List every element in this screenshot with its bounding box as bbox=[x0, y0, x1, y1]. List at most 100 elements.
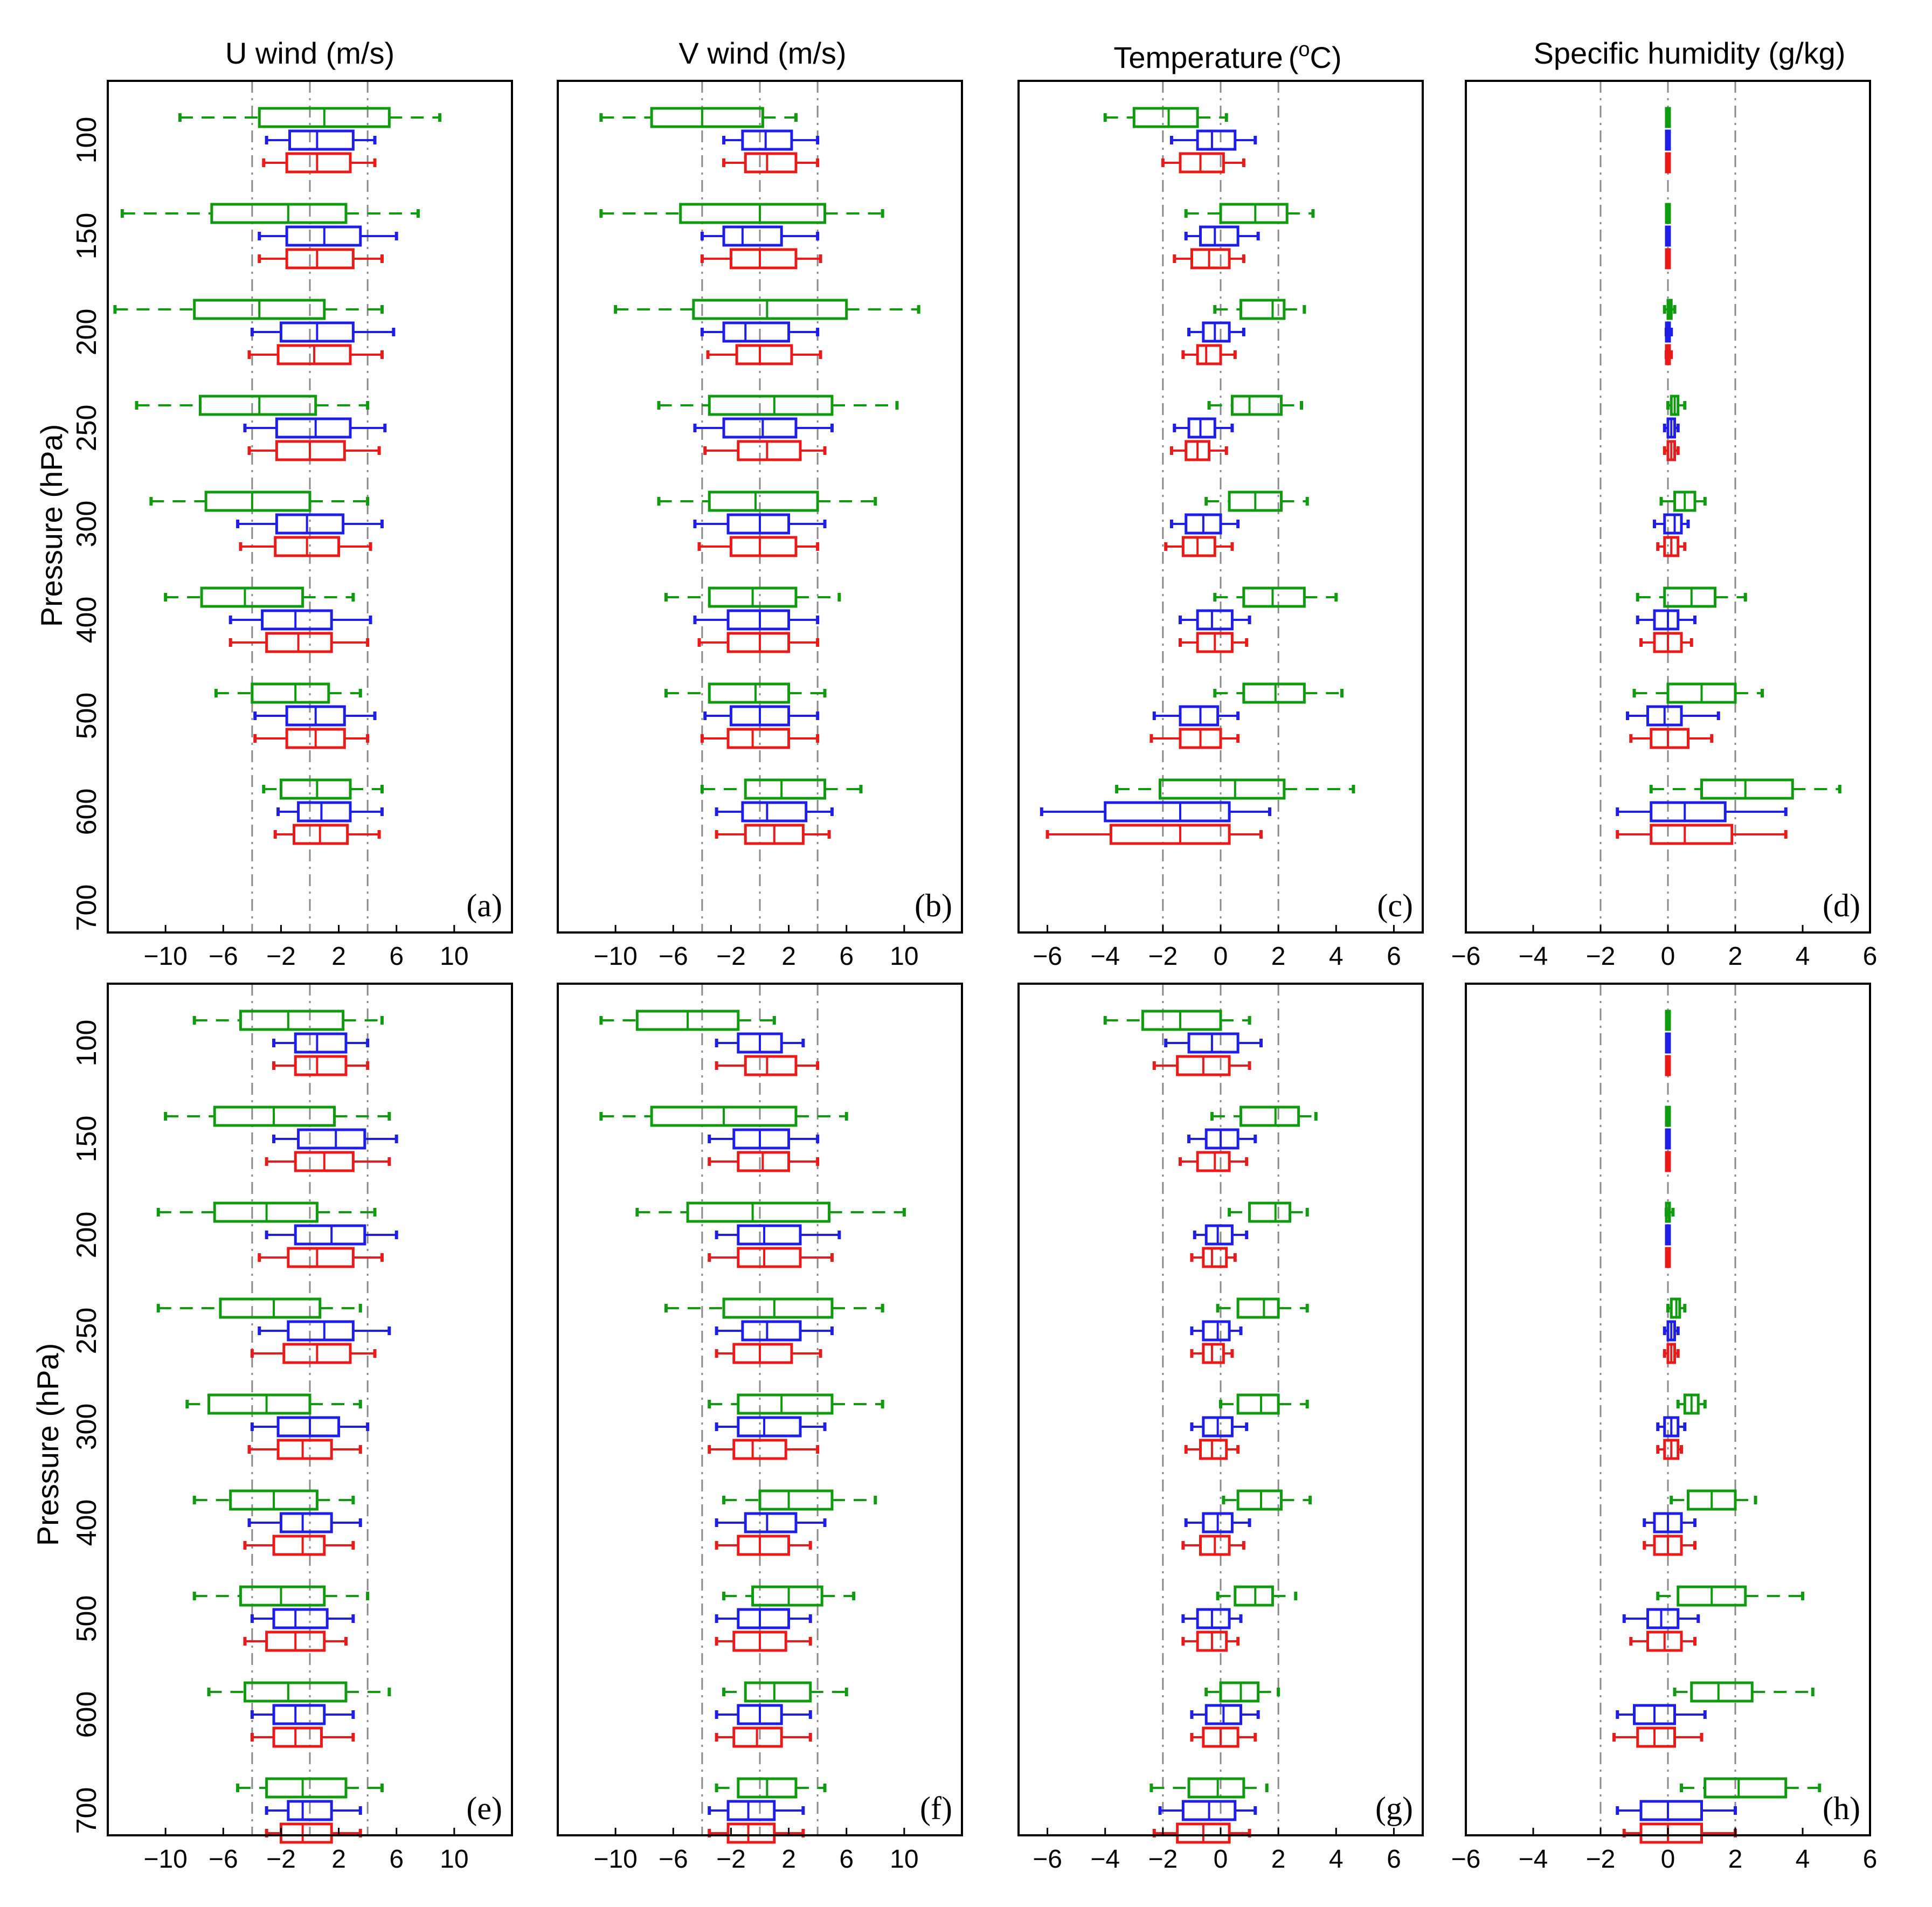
box-green-150 bbox=[1665, 1105, 1671, 1127]
box-green-150 bbox=[1184, 203, 1315, 224]
iqr-box bbox=[1187, 417, 1216, 439]
x-tick-label: −2 bbox=[716, 942, 746, 971]
box-green-100 bbox=[1103, 107, 1228, 128]
iqr-box bbox=[272, 1535, 326, 1556]
iqr-box bbox=[287, 1800, 333, 1821]
y-tick-label: 400 bbox=[71, 1500, 102, 1546]
x-tick-label: −6 bbox=[209, 1845, 238, 1874]
box-red-400 bbox=[1643, 1535, 1696, 1556]
box-green-400 bbox=[722, 1489, 877, 1511]
box-green-700 bbox=[1149, 1777, 1269, 1799]
iqr-box bbox=[1650, 728, 1689, 749]
iqr-box bbox=[239, 1585, 326, 1607]
title-u-wind: U wind (m/s) bbox=[225, 36, 394, 70]
box-blue-400 bbox=[247, 1512, 362, 1533]
iqr-box bbox=[722, 417, 798, 439]
iqr-box bbox=[737, 1224, 802, 1246]
iqr-box bbox=[1690, 1681, 1754, 1703]
iqr-box bbox=[1639, 1822, 1703, 1844]
box-red-100 bbox=[722, 152, 820, 174]
box-blue-400 bbox=[1184, 1512, 1251, 1533]
iqr-box bbox=[1109, 824, 1231, 845]
box-red-300 bbox=[1656, 536, 1687, 557]
iqr-box bbox=[1204, 1224, 1234, 1246]
box-red-600 bbox=[715, 824, 831, 845]
box-red-200 bbox=[706, 344, 822, 365]
x-tick-label: −2 bbox=[1586, 942, 1616, 971]
box-red-500 bbox=[715, 1630, 812, 1652]
box-red-400 bbox=[697, 632, 820, 653]
x-tick-label: 2 bbox=[781, 942, 796, 971]
title-temperature-paren-close: ) bbox=[1332, 40, 1342, 74]
iqr-box bbox=[1636, 1726, 1676, 1748]
iqr-box bbox=[737, 1393, 834, 1415]
box-blue-400 bbox=[693, 609, 820, 631]
box-red-400 bbox=[1639, 632, 1693, 653]
box-red-400 bbox=[228, 632, 370, 653]
iqr-box bbox=[679, 203, 827, 224]
x-tick-label: 2 bbox=[1728, 942, 1743, 971]
box-green-300 bbox=[657, 490, 877, 512]
box-blue-100 bbox=[715, 1032, 805, 1054]
box-blue-200 bbox=[715, 1224, 841, 1246]
box-green-150 bbox=[120, 203, 420, 224]
title-temperature: Temperature (oC) bbox=[1113, 38, 1341, 74]
iqr-box bbox=[272, 1726, 323, 1748]
x-tick-label: 6 bbox=[1387, 1845, 1401, 1874]
panel-h: −6 −4 −2 0 2 4 6(h) bbox=[1451, 983, 1877, 1874]
iqr-box bbox=[1202, 1343, 1225, 1364]
box-red-250 bbox=[1663, 1343, 1680, 1364]
box-blue-200 bbox=[700, 321, 820, 343]
x-tick-label: −6 bbox=[659, 1845, 688, 1874]
box-blue-300 bbox=[250, 1416, 370, 1438]
iqr-box bbox=[1242, 682, 1306, 704]
iqr-box bbox=[1236, 1297, 1280, 1319]
panel-d: −6 −4 −2 0 2 4 6(d) bbox=[1451, 80, 1877, 971]
box-blue-250 bbox=[243, 417, 387, 439]
iqr-box bbox=[287, 1320, 355, 1342]
box-green-200 bbox=[1228, 1201, 1309, 1223]
box-blue-300 bbox=[1190, 1416, 1249, 1438]
plot-frame bbox=[557, 983, 963, 1836]
box-green-600 bbox=[207, 1681, 391, 1703]
y-axis-label-bottom: Pressure (hPa) bbox=[31, 1343, 65, 1546]
box-blue-200 bbox=[265, 1224, 398, 1246]
box-red-150 bbox=[258, 248, 384, 270]
x-tick-label: 10 bbox=[440, 942, 468, 971]
box-green-600 bbox=[262, 778, 384, 800]
panel-label: (c) bbox=[1377, 888, 1413, 923]
box-blue-250 bbox=[1173, 417, 1234, 439]
box-green-400 bbox=[1222, 1489, 1312, 1511]
box-green-600 bbox=[700, 778, 863, 800]
box-red-200 bbox=[1664, 344, 1673, 365]
x-tick-label: 4 bbox=[1329, 942, 1344, 971]
box-blue-250 bbox=[1663, 417, 1680, 439]
panel-label: (e) bbox=[466, 1791, 502, 1826]
box-red-600 bbox=[1616, 824, 1788, 845]
y-tick-label: 700 bbox=[71, 885, 102, 931]
x-tick-label: −2 bbox=[1586, 1845, 1616, 1874]
y-tick-label: 100 bbox=[71, 117, 102, 164]
title-temperature-degree: o bbox=[1298, 38, 1310, 61]
box-green-600 bbox=[722, 1681, 848, 1703]
panel-label: (b) bbox=[915, 888, 952, 923]
box-red-300 bbox=[1164, 536, 1234, 557]
box-blue-300 bbox=[715, 1416, 827, 1438]
box-red-250 bbox=[715, 1343, 822, 1364]
box-blue-200 bbox=[1187, 321, 1245, 343]
x-tick-label: −4 bbox=[1519, 1845, 1548, 1874]
box-green-200 bbox=[1213, 299, 1306, 320]
iqr-box bbox=[722, 321, 791, 343]
iqr-box bbox=[722, 225, 783, 247]
box-blue-150 bbox=[700, 225, 820, 247]
panel-g: −6 −4 −2 0 2 4 6 (g) bbox=[1017, 983, 1424, 1874]
box-red-200 bbox=[1181, 344, 1237, 365]
x-tick-label: −10 bbox=[593, 942, 637, 971]
panel-label: (h) bbox=[1823, 1791, 1860, 1826]
x-tick-label: −4 bbox=[1090, 1845, 1120, 1874]
y-tick-label: 500 bbox=[71, 693, 102, 740]
box-green-400 bbox=[1670, 1489, 1757, 1511]
box-green-300 bbox=[149, 490, 370, 512]
iqr-box bbox=[1202, 1247, 1228, 1268]
y-tick-label: 700 bbox=[71, 1787, 102, 1834]
